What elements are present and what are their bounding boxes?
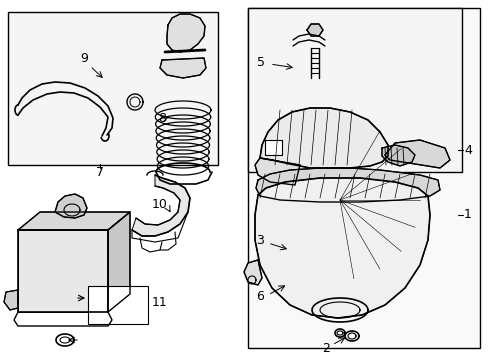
Bar xyxy=(8,12,218,165)
Text: 7: 7 xyxy=(96,166,104,179)
Text: 8: 8 xyxy=(158,112,165,125)
Polygon shape xyxy=(160,58,205,78)
Polygon shape xyxy=(306,24,323,36)
Text: 3: 3 xyxy=(256,234,264,247)
Text: 6: 6 xyxy=(256,289,264,302)
Polygon shape xyxy=(4,290,18,310)
Polygon shape xyxy=(108,212,130,312)
Polygon shape xyxy=(254,178,429,318)
Polygon shape xyxy=(264,140,282,155)
Polygon shape xyxy=(384,140,449,168)
Text: 4: 4 xyxy=(463,144,471,157)
Polygon shape xyxy=(254,158,299,185)
Polygon shape xyxy=(244,260,262,285)
Text: 5: 5 xyxy=(257,55,264,68)
Polygon shape xyxy=(381,145,414,166)
Text: 1: 1 xyxy=(463,208,471,221)
Polygon shape xyxy=(260,108,387,168)
Text: 9: 9 xyxy=(80,51,88,64)
Bar xyxy=(247,8,461,172)
Bar xyxy=(247,8,479,348)
Bar xyxy=(88,286,148,324)
Polygon shape xyxy=(18,212,130,230)
Text: 10: 10 xyxy=(152,198,167,211)
Text: 11: 11 xyxy=(152,297,167,310)
Polygon shape xyxy=(132,175,190,236)
Polygon shape xyxy=(256,168,439,202)
Text: 2: 2 xyxy=(321,342,329,355)
Polygon shape xyxy=(55,194,87,218)
Polygon shape xyxy=(167,14,204,52)
Polygon shape xyxy=(18,230,108,312)
